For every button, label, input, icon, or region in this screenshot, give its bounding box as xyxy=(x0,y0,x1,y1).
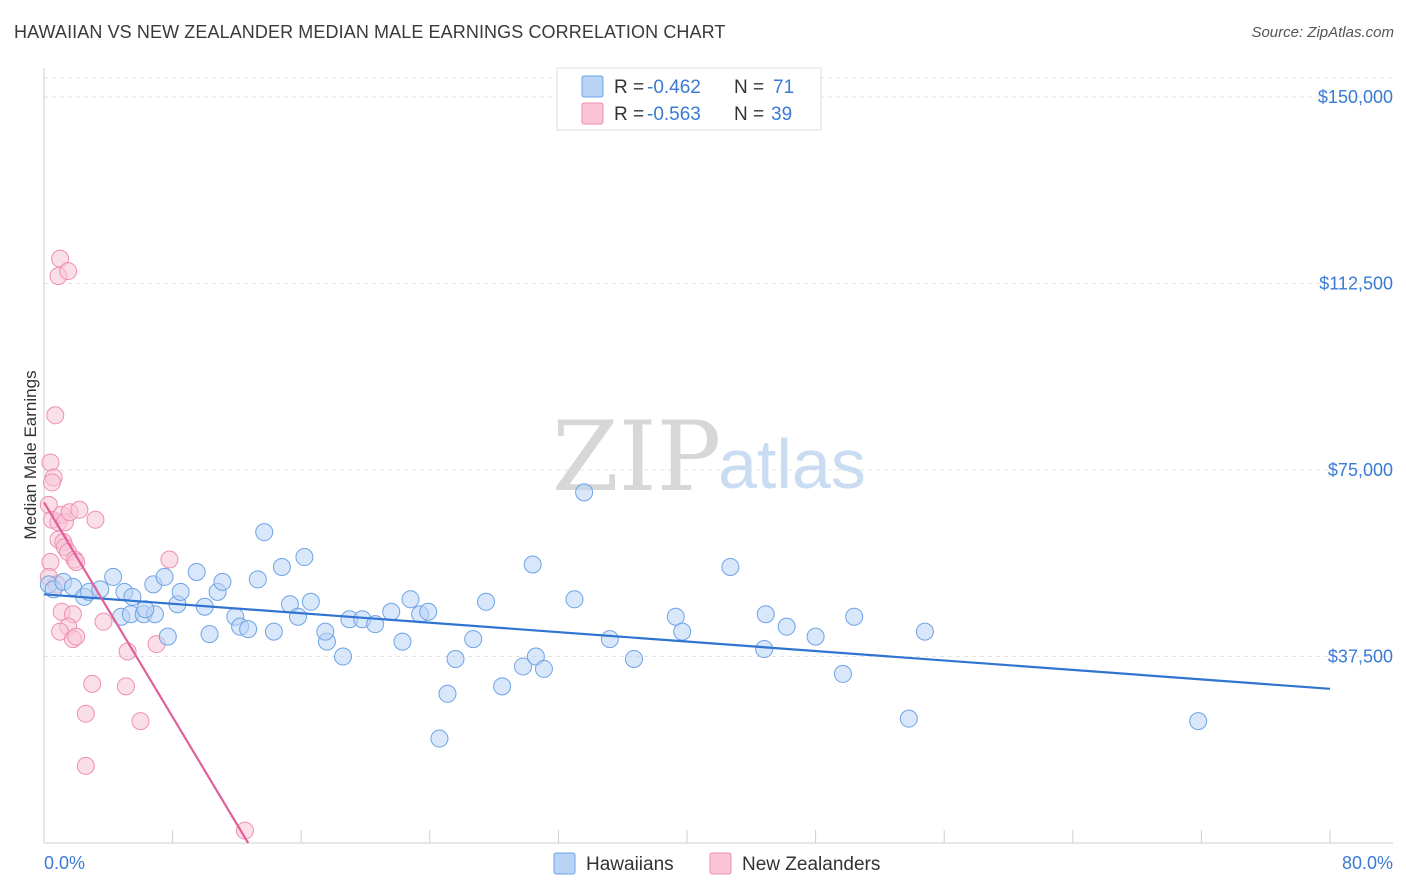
legend-r-hawaiians: -0.462 xyxy=(647,77,701,98)
data-point xyxy=(239,620,258,639)
data-point xyxy=(721,557,740,576)
data-point xyxy=(600,630,619,649)
x-tick-left: 0.0% xyxy=(44,853,85,873)
chart-title: HAWAIIAN VS NEW ZEALANDER MEDIAN MALE EA… xyxy=(14,22,726,42)
trendlines xyxy=(43,501,1331,844)
bottom-legend-hawaiians: Hawaiians xyxy=(586,854,674,875)
legend-swatch-new-zealanders xyxy=(581,102,604,125)
data-point xyxy=(67,553,86,572)
data-point xyxy=(430,729,449,748)
data-point xyxy=(213,572,232,591)
data-point xyxy=(76,704,95,723)
legend-r-label-hawaiians: R = xyxy=(614,77,644,98)
legend-swatch-hawaiians xyxy=(581,75,604,98)
data-point xyxy=(104,567,123,586)
data-point xyxy=(575,483,594,502)
data-point xyxy=(464,630,483,649)
data-point xyxy=(41,553,60,572)
legend-n-new-zealanders: 39 xyxy=(771,104,792,125)
data-point xyxy=(673,622,692,641)
data-point xyxy=(123,587,142,606)
data-point xyxy=(255,523,274,542)
data-point xyxy=(401,590,420,609)
data-point xyxy=(493,677,512,696)
data-point xyxy=(438,684,457,703)
data-point xyxy=(382,602,401,621)
watermark-atlas: atlas xyxy=(718,425,866,503)
data-point xyxy=(777,617,796,636)
legend-r-new-zealanders: -0.563 xyxy=(647,104,701,125)
legend-n-label-hawaiians: N = xyxy=(734,77,764,98)
data-point xyxy=(288,607,307,626)
y-axis-label: Median Male Earnings xyxy=(21,370,40,539)
y-tick-labels: $37,500 $75,000 $112,500 $150,000 xyxy=(1318,87,1393,667)
data-point xyxy=(86,510,105,529)
data-point xyxy=(301,592,320,611)
data-point xyxy=(200,625,219,644)
data-point xyxy=(393,632,412,651)
bottom-legend-swatch-hawaiians xyxy=(553,852,576,875)
series-legend: Hawaiians New Zealanders xyxy=(553,852,880,875)
data-point xyxy=(477,592,496,611)
stats-legend: R = -0.462 N = 71 R = -0.563 N = 39 xyxy=(556,67,822,131)
data-point xyxy=(131,712,150,731)
data-point xyxy=(41,453,60,472)
data-point xyxy=(523,555,542,574)
legend-n-label-new-zealanders: N = xyxy=(734,104,764,125)
data-point xyxy=(155,567,174,586)
trendline-hawaiians xyxy=(43,593,1331,690)
data-point xyxy=(67,627,86,646)
legend-n-hawaiians: 71 xyxy=(773,77,794,98)
bottom-legend-new-zealanders: New Zealanders xyxy=(742,854,880,875)
data-point xyxy=(419,602,438,621)
series-new-zealanders xyxy=(39,249,254,840)
y-tick-label: $75,000 xyxy=(1328,460,1393,480)
data-point xyxy=(272,557,291,576)
data-point xyxy=(565,590,584,609)
data-point xyxy=(899,709,918,728)
data-point xyxy=(187,562,206,581)
data-point xyxy=(59,262,78,281)
data-point xyxy=(915,622,934,641)
data-point xyxy=(171,582,190,601)
x-tick-right: 80.0% xyxy=(1342,853,1393,873)
y-tick-label: $37,500 xyxy=(1328,647,1393,667)
data-point xyxy=(806,627,825,646)
axes xyxy=(43,68,1393,844)
data-point xyxy=(845,607,864,626)
data-point xyxy=(160,550,179,569)
data-point xyxy=(158,627,177,646)
data-point xyxy=(1189,712,1208,731)
series-hawaiians xyxy=(39,483,1208,748)
y-tick-label: $112,500 xyxy=(1319,274,1393,294)
data-point xyxy=(316,622,335,641)
data-point xyxy=(83,674,102,693)
grid-lines xyxy=(44,77,1393,657)
data-point xyxy=(534,659,553,678)
y-tick-label: $150,000 xyxy=(1318,87,1393,107)
data-point xyxy=(666,607,685,626)
trendline-new-zealanders xyxy=(43,501,250,844)
data-point xyxy=(514,657,533,676)
data-point xyxy=(248,570,267,589)
data-point xyxy=(333,647,352,666)
legend-r-label-new-zealanders: R = xyxy=(614,104,644,125)
data-point xyxy=(43,473,62,492)
source-label: Source: ZipAtlas.com xyxy=(1251,24,1394,41)
data-point xyxy=(94,612,113,631)
bottom-legend-swatch-new-zealanders xyxy=(709,852,732,875)
data-point xyxy=(46,406,65,425)
data-point xyxy=(755,640,774,659)
data-point xyxy=(295,548,314,567)
watermark: ZIP atlas xyxy=(552,401,866,513)
data-point xyxy=(70,500,89,519)
data-point xyxy=(756,605,775,624)
data-point xyxy=(446,649,465,668)
data-point xyxy=(116,677,135,696)
data-point xyxy=(833,664,852,683)
data-point xyxy=(76,756,95,775)
data-point xyxy=(624,649,643,668)
data-point xyxy=(264,622,283,641)
